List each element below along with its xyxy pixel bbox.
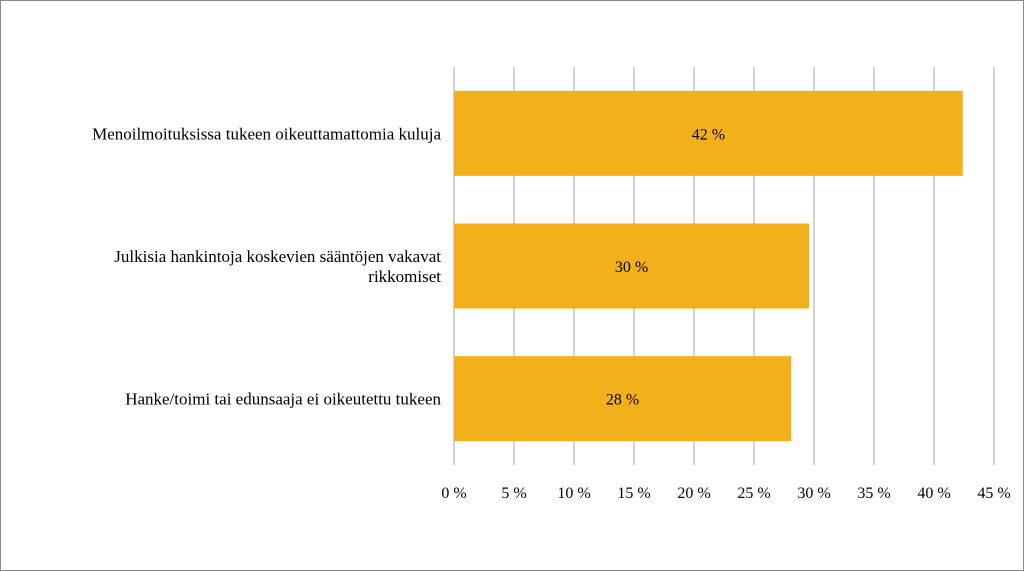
data-label: 42 %	[692, 126, 725, 143]
data-labels: 42 % 30 % 28 %	[606, 126, 725, 408]
x-tick-label: 10 %	[557, 485, 590, 502]
x-tick-label: 45 %	[977, 485, 1010, 502]
x-tick-label: 20 %	[677, 485, 710, 502]
category-label: Julkisia hankintoja koskevien sääntöjen …	[114, 247, 441, 286]
x-tick-label: 5 %	[501, 485, 526, 502]
data-label: 28 %	[606, 392, 639, 409]
category-labels: Menoilmoituksissa tukeen oikeuttamattomi…	[92, 124, 441, 408]
x-tick-label: 15 %	[617, 485, 650, 502]
x-tick-label: 30 %	[797, 485, 830, 502]
category-label: Menoilmoituksissa tukeen oikeuttamattomi…	[92, 124, 441, 143]
x-tick-label: 0 %	[441, 485, 466, 502]
category-label: Hanke/toimi tai edunsaaja ei oikeutettu …	[125, 390, 441, 409]
x-tick-label: 25 %	[737, 485, 770, 502]
bar	[454, 223, 810, 309]
data-label: 30 %	[615, 259, 648, 276]
bar	[454, 356, 792, 442]
x-tick-label: 35 %	[857, 485, 890, 502]
x-axis-tick-labels: 0 % 5 % 10 % 15 % 20 % 25 % 30 % 35 % 40 % 45 %	[441, 485, 1010, 502]
bars	[454, 90, 963, 442]
x-tick-label: 40 %	[917, 485, 950, 502]
bar	[454, 90, 963, 176]
